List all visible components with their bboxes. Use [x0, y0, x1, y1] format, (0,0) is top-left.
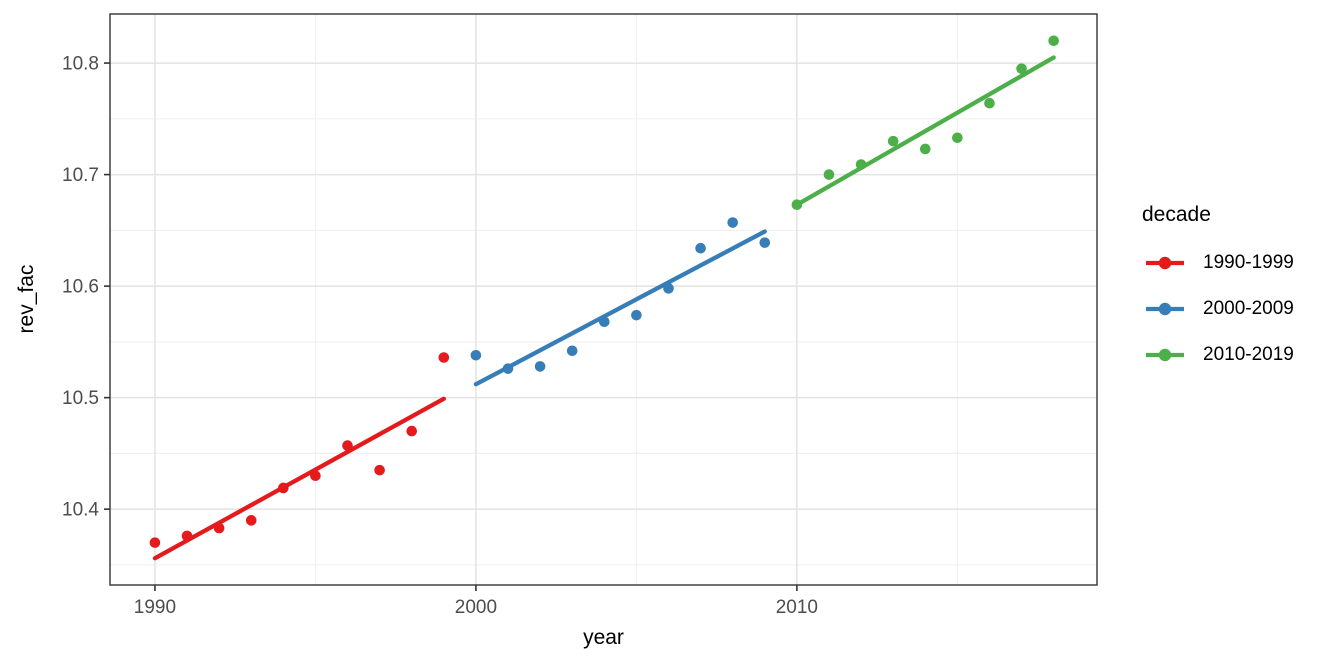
trend-line-2000-2009	[473, 229, 767, 387]
y-tick-label: 10.7	[62, 165, 99, 186]
legend-key-line-dot-icon	[1146, 348, 1184, 362]
legend-key-line-dot-icon	[1146, 256, 1184, 270]
data-point-2010-2019-2017	[1016, 63, 1027, 74]
data-point-1990-1999-1990	[149, 537, 161, 548]
legend-item-2000-2009: 2000-2009	[1140, 297, 1340, 321]
legend-label: 2010-2019	[1203, 344, 1294, 365]
data-point-2000-2009-2000	[470, 349, 482, 361]
data-point-2010-2019-2013	[887, 135, 899, 147]
panel-border	[109, 13, 1098, 586]
x-axis-title: year	[583, 626, 624, 649]
y-tick-label: 10.8	[62, 54, 99, 75]
legend-title: decade	[1142, 203, 1211, 226]
data-point-2010-2019-2015	[952, 132, 963, 144]
legend-item-2010-2019: 2010-2019	[1140, 343, 1340, 367]
data-point-1990-1999-1997	[374, 464, 385, 476]
data-point-2000-2009-2003	[566, 345, 578, 357]
data-point-2000-2009-2008	[727, 217, 738, 228]
trend-line-2010-2019	[794, 55, 1056, 207]
data-point-2010-2019-2011	[823, 169, 835, 180]
data-point-1990-1999-1998	[406, 425, 418, 437]
trend-line-1990-1999	[152, 396, 446, 561]
data-point-2000-2009-2005	[631, 309, 642, 321]
data-point-2010-2019-2018	[1048, 35, 1059, 47]
data-point-2010-2019-2014	[919, 143, 931, 155]
data-point-2000-2009-2009	[759, 237, 771, 248]
legend-item-1990-1999: 1990-1999	[1140, 251, 1340, 275]
legend-label: 1990-1999	[1203, 252, 1294, 273]
y-axis-title: rev_fac	[15, 264, 38, 334]
legend-label: 2000-2009	[1203, 298, 1294, 319]
data-point-1990-1999-1993	[245, 515, 257, 526]
x-tick-label: 2010	[776, 597, 818, 618]
y-tick-label: 10.4	[62, 500, 99, 521]
data-point-2000-2009-2002	[534, 361, 546, 372]
x-tick-label: 1990	[134, 597, 176, 618]
data-point-2010-2019-2016	[984, 97, 995, 109]
y-tick-label: 10.6	[62, 277, 99, 298]
legend-key-line-dot-icon	[1146, 302, 1184, 316]
data-point-1990-1999-1999	[438, 352, 450, 363]
x-tick-label: 2000	[455, 597, 497, 618]
legend: decade 1990-1999 2000-2009 2010-2019	[1140, 203, 1340, 389]
y-tick-label: 10.5	[62, 388, 99, 409]
data-point-2000-2009-2007	[695, 242, 706, 254]
